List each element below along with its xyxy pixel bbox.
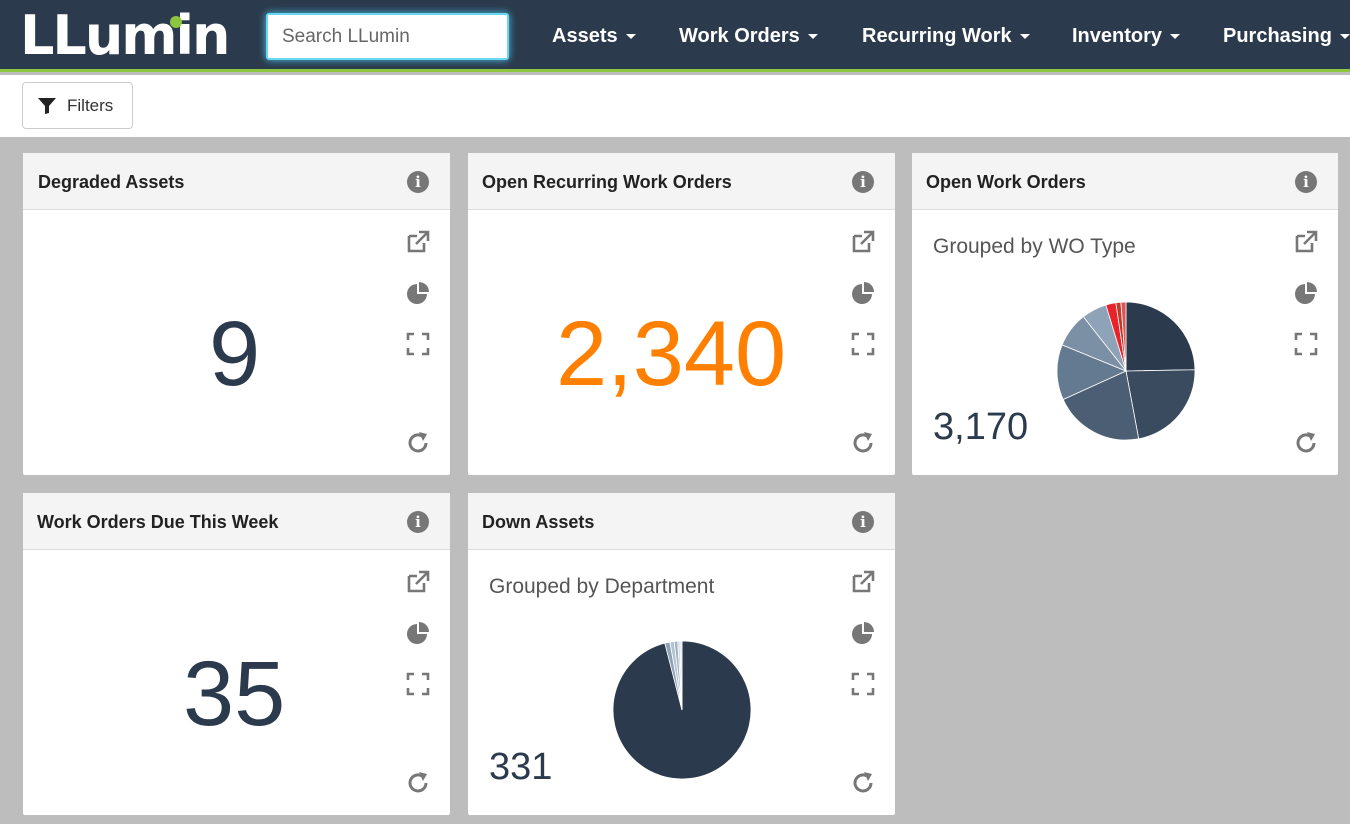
pie-chart-icon[interactable] (405, 280, 431, 306)
caret-down-icon (807, 33, 818, 39)
nav-assets[interactable]: Assets (552, 0, 636, 72)
expand-icon[interactable] (850, 671, 876, 697)
card-open-work-orders: Open Work Orders i Grouped by WO Type 3,… (912, 153, 1338, 475)
top-navbar: LLumin Assets Work Orders Recurring Work… (0, 0, 1350, 72)
nav-recurring-work[interactable]: Recurring Work (862, 0, 1030, 72)
pie-chart-icon[interactable] (1293, 280, 1319, 306)
info-icon[interactable]: i (852, 511, 874, 533)
card-open-recurring-work-orders: Open Recurring Work Orders i 2,340 (468, 153, 895, 475)
nav-label: Work Orders (679, 24, 800, 47)
refresh-icon[interactable] (850, 430, 876, 456)
card-header: Work Orders Due This Week i (23, 493, 450, 550)
metric-value[interactable]: 9 (209, 303, 261, 405)
external-link-icon[interactable] (1293, 229, 1319, 255)
external-link-icon[interactable] (405, 569, 431, 595)
card-work-orders-due-this-week: Work Orders Due This Week i 35 (23, 493, 450, 815)
info-icon[interactable]: i (407, 171, 429, 193)
filter-icon (38, 97, 56, 114)
nav-label: Recurring Work (862, 24, 1012, 47)
card-title: Open Work Orders (926, 172, 1086, 192)
external-link-icon[interactable] (405, 229, 431, 255)
nav-inventory[interactable]: Inventory (1072, 0, 1181, 72)
logo-dot-icon (170, 16, 182, 28)
caret-down-icon (1019, 33, 1030, 39)
info-icon[interactable]: i (852, 171, 874, 193)
metric-value[interactable]: 3,170 (933, 406, 1029, 448)
caret-down-icon (625, 33, 636, 39)
filter-bar: Filters (0, 75, 1350, 137)
pie-chart-icon[interactable] (850, 620, 876, 646)
pie-slice[interactable] (679, 640, 683, 711)
chart-subtitle: Grouped by WO Type (933, 235, 1136, 258)
refresh-icon[interactable] (405, 430, 431, 456)
wo-type-pie-chart[interactable] (1056, 301, 1196, 441)
card-header: Open Work Orders i (912, 153, 1338, 210)
pie-chart-icon[interactable] (850, 280, 876, 306)
expand-icon[interactable] (405, 331, 431, 357)
card-header: Open Recurring Work Orders i (468, 153, 895, 210)
refresh-icon[interactable] (405, 770, 431, 796)
card-degraded-assets: Degraded Assets i 9 (23, 153, 450, 475)
nav-label: Purchasing (1223, 24, 1332, 47)
nav-label: Assets (552, 24, 618, 47)
pie-slice[interactable] (1125, 301, 1196, 372)
pie-slice[interactable] (1062, 370, 1140, 441)
pie-slice[interactable] (1125, 369, 1196, 440)
nav-purchasing[interactable]: Purchasing (1223, 0, 1350, 72)
nav-work-orders[interactable]: Work Orders (679, 0, 818, 72)
card-header: Degraded Assets i (23, 153, 450, 210)
filters-button[interactable]: Filters (22, 82, 133, 129)
card-down-assets: Down Assets i Grouped by Department 331 (468, 493, 895, 815)
expand-icon[interactable] (405, 671, 431, 697)
search-input[interactable] (266, 13, 509, 60)
caret-down-icon (1339, 33, 1350, 39)
pie-chart-icon[interactable] (405, 620, 431, 646)
refresh-icon[interactable] (850, 770, 876, 796)
pie-slice[interactable] (1120, 301, 1127, 372)
llumin-logo[interactable]: LLumin (20, 4, 230, 67)
department-pie-chart[interactable] (612, 640, 752, 780)
caret-down-icon (1170, 33, 1181, 39)
metric-value[interactable]: 35 (183, 643, 286, 745)
metric-value[interactable]: 2,340 (556, 303, 787, 405)
nav-label: Inventory (1072, 24, 1163, 47)
card-title: Degraded Assets (38, 172, 185, 192)
card-title: Open Recurring Work Orders (482, 172, 732, 192)
chart-subtitle: Grouped by Department (489, 575, 715, 598)
logo-text: LLumin (20, 4, 230, 67)
external-link-icon[interactable] (850, 569, 876, 595)
refresh-icon[interactable] (1293, 430, 1319, 456)
expand-icon[interactable] (1293, 331, 1319, 357)
info-icon[interactable]: i (1295, 171, 1317, 193)
filters-label: Filters (67, 95, 114, 115)
metric-value[interactable]: 331 (489, 746, 553, 788)
info-icon[interactable]: i (407, 511, 429, 533)
card-title: Down Assets (482, 512, 595, 532)
card-title: Work Orders Due This Week (37, 512, 279, 532)
external-link-icon[interactable] (850, 229, 876, 255)
expand-icon[interactable] (850, 331, 876, 357)
card-header: Down Assets i (468, 493, 895, 550)
pie-slice[interactable] (1056, 344, 1128, 400)
